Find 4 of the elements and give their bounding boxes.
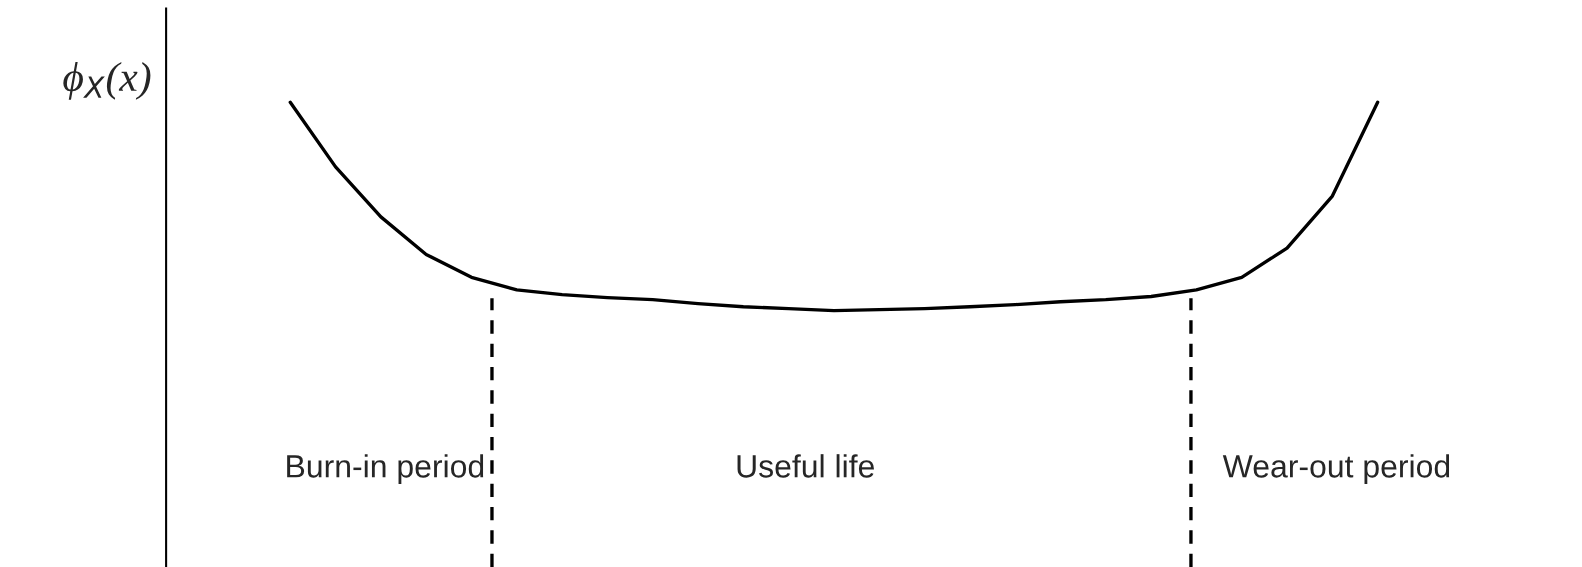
text: Wear-out period	[1222, 454, 1450, 484]
text: Useful life	[737, 454, 874, 478]
text: Burn-in period	[287, 454, 484, 484]
y-axis-title: ϕ$_{X}$(x)	[63, 61, 151, 100]
